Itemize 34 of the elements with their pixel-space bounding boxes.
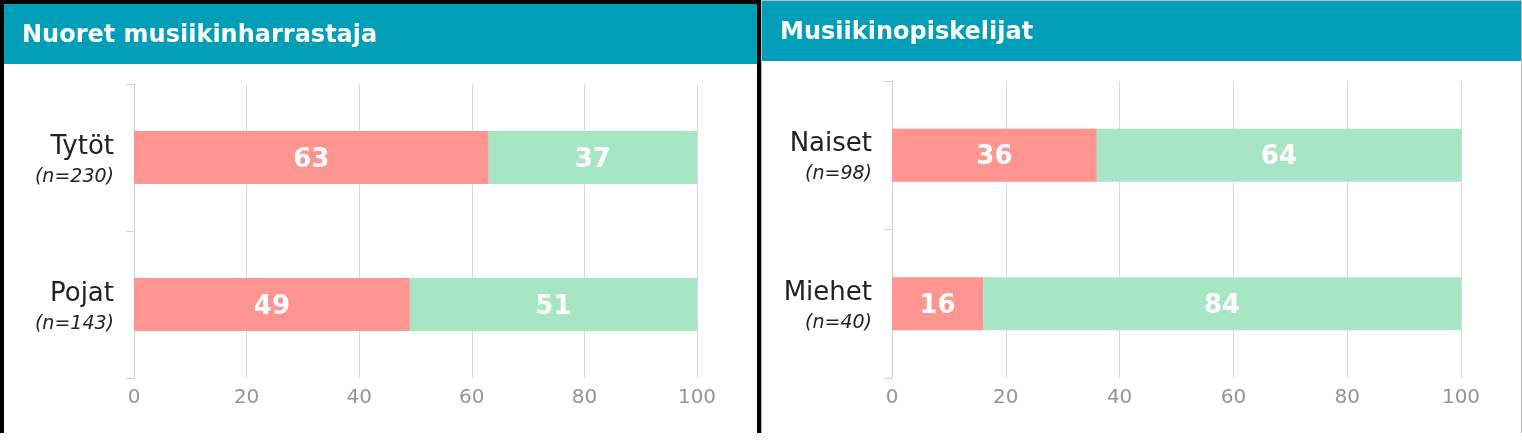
x-tick-label: 40 — [1106, 384, 1133, 408]
data-label: 16 — [919, 288, 956, 319]
data-label: 63 — [293, 142, 330, 173]
data-label: 51 — [535, 289, 572, 320]
x-tick-label: 100 — [677, 384, 717, 408]
x-tick-label: 60 — [459, 384, 485, 408]
bar — [983, 277, 1461, 331]
data-label: 36 — [976, 140, 1013, 171]
bar — [409, 278, 697, 331]
bar — [1096, 128, 1461, 182]
y-tick-label: Miehet (n=40) — [783, 275, 872, 332]
x-tick-label: 20 — [233, 384, 260, 408]
bar — [134, 278, 410, 331]
y-tick-label: Tytöt (n=230) — [34, 129, 114, 186]
x-tick-label: 0 — [127, 384, 141, 408]
bar — [134, 131, 489, 184]
x-tick-label: 20 — [993, 384, 1019, 408]
y-tick-label: Naiset (n=98) — [789, 127, 872, 184]
x-tick-label: 40 — [346, 384, 372, 408]
y-tick-label: Pojat (n=143) — [34, 276, 114, 333]
bar — [488, 131, 697, 184]
x-tick-label: 60 — [1220, 384, 1247, 408]
bar — [892, 277, 984, 331]
data-label: 84 — [1203, 288, 1241, 319]
bar — [892, 128, 1097, 182]
x-tick-label: 80 — [571, 384, 598, 408]
x-tick-label: 100 — [1441, 384, 1481, 408]
data-label: 49 — [253, 289, 291, 320]
data-label: 64 — [1260, 140, 1298, 171]
data-label: 37 — [574, 142, 611, 173]
chart-title: Nuoret musiikinharrastaja — [4, 4, 757, 64]
chart-title: Musiikinopiskelijat — [762, 1, 1521, 61]
x-tick-label: 0 — [885, 384, 899, 408]
x-tick-label: 80 — [1334, 384, 1360, 408]
